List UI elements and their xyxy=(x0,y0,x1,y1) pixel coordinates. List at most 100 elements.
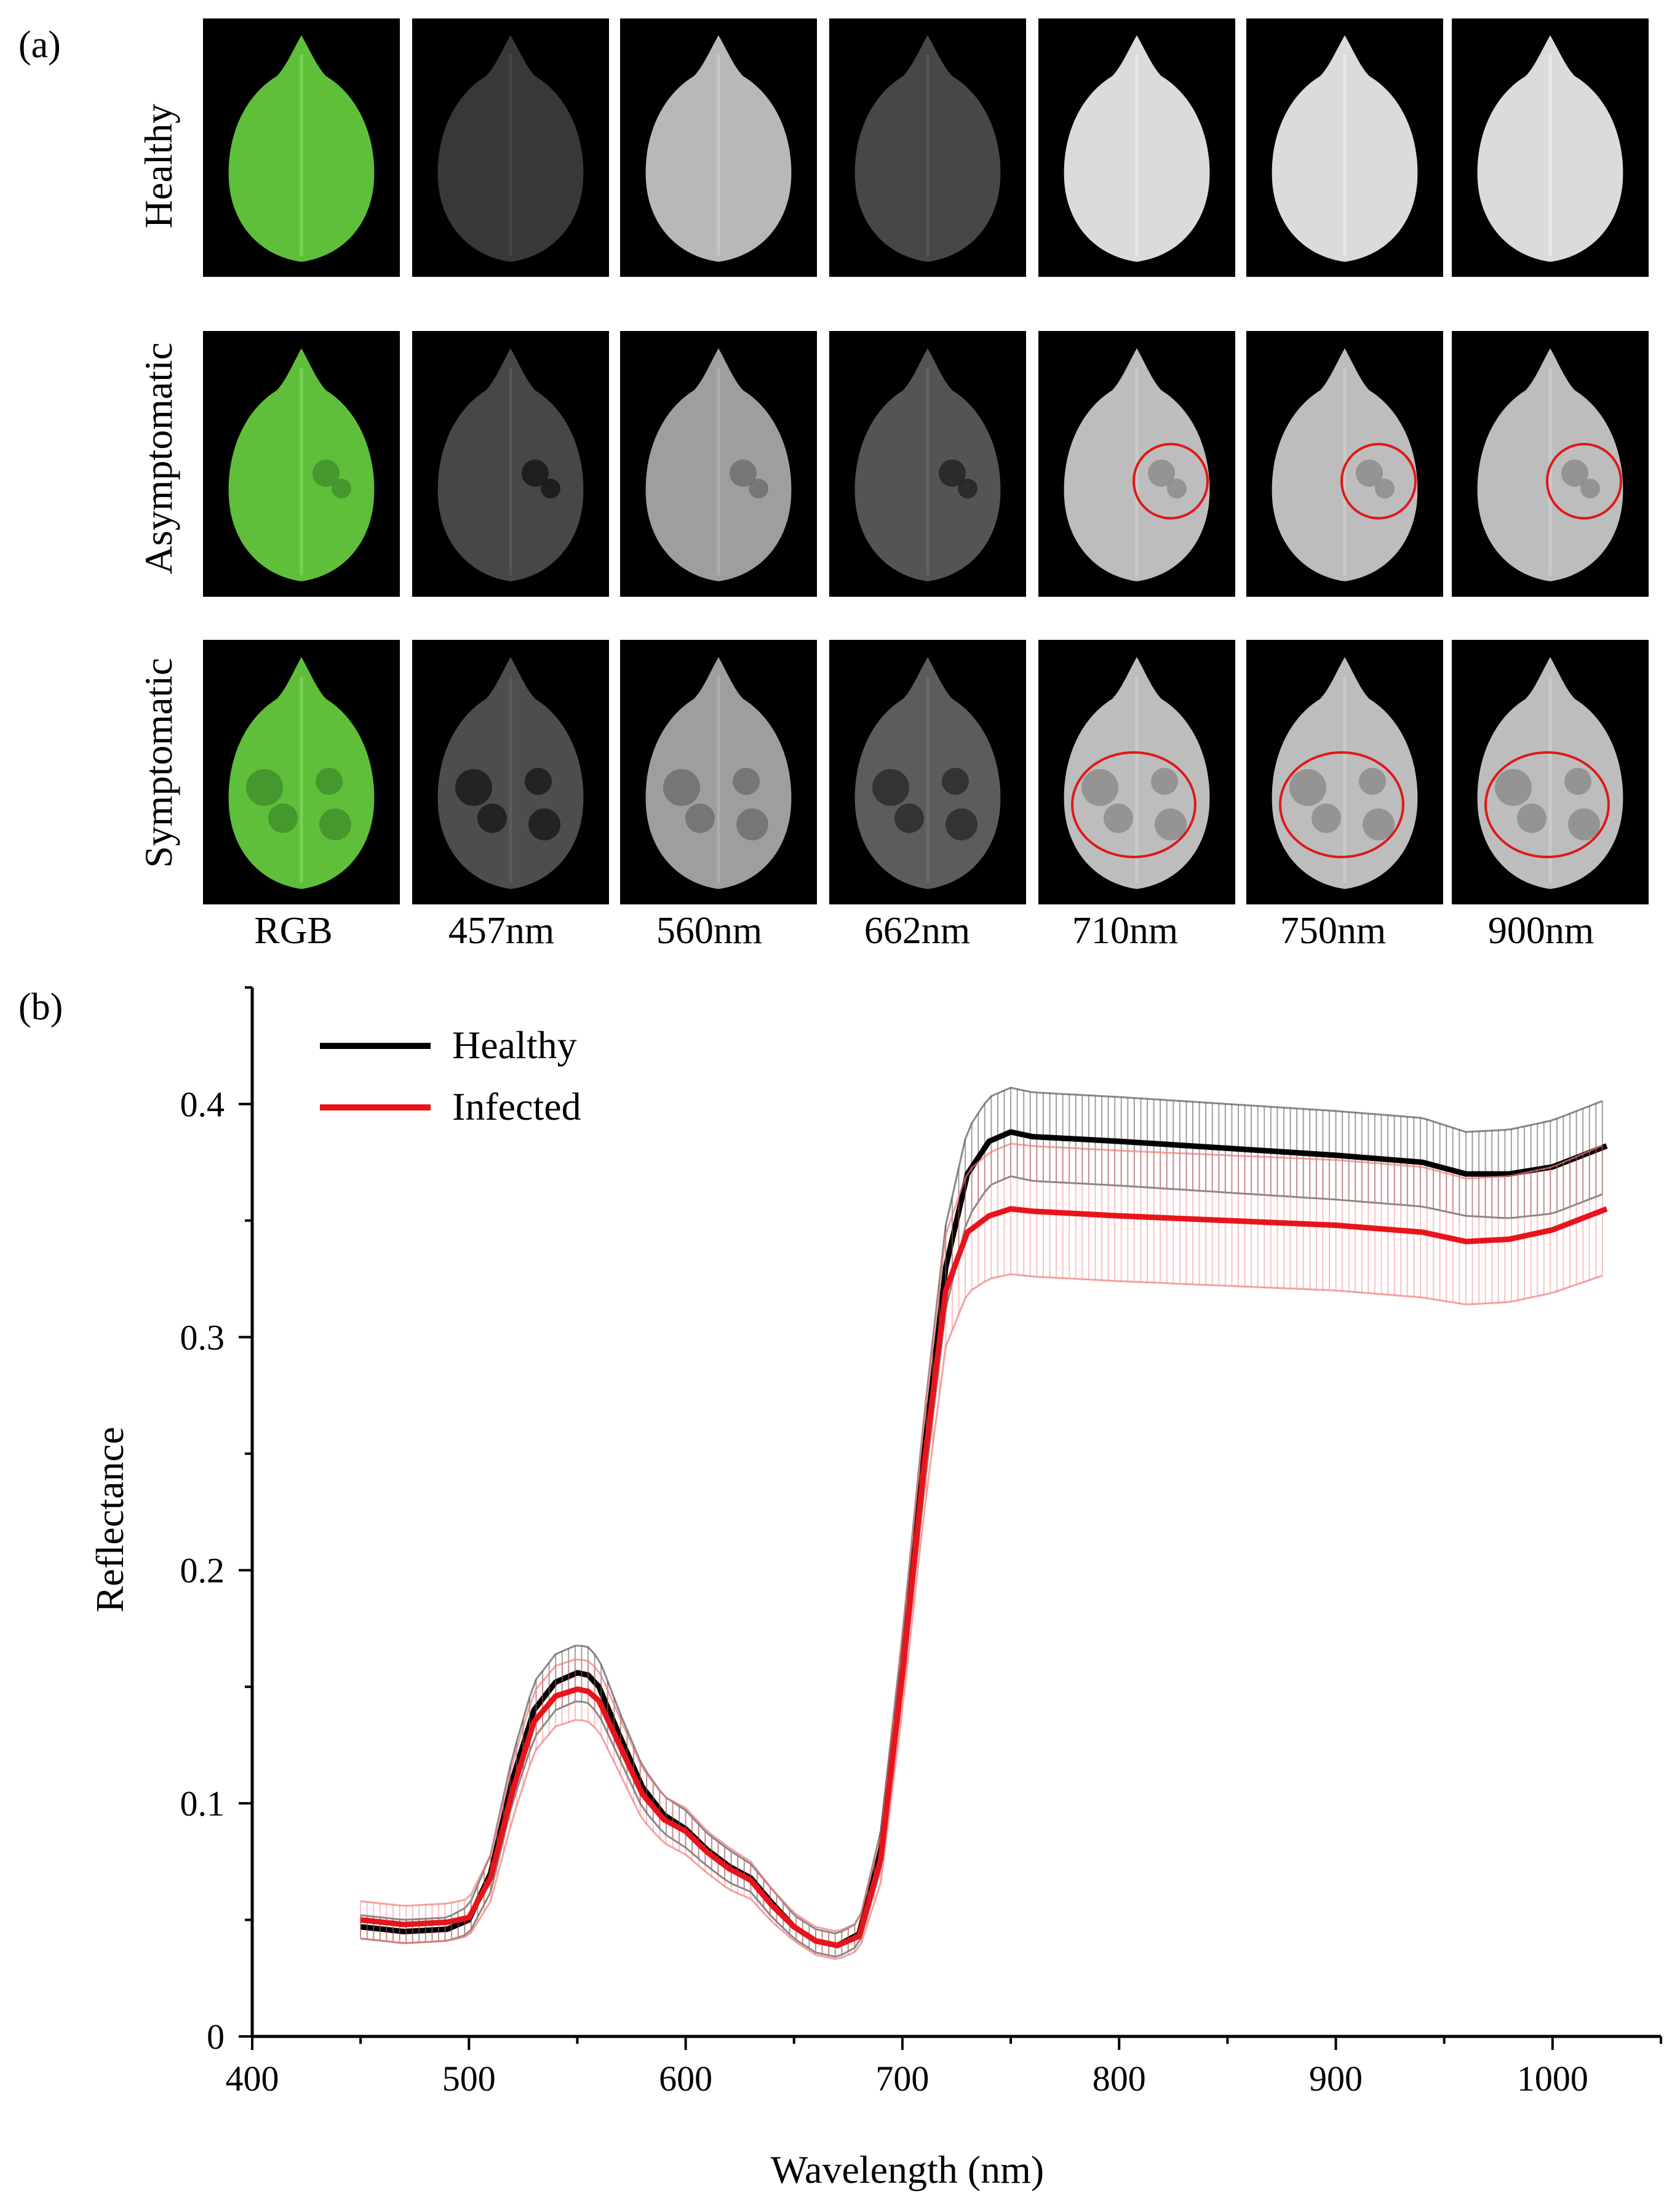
leaf-image-healthy-560nm xyxy=(620,18,817,277)
lesion-spot xyxy=(316,768,343,795)
row-label-healthy: Healthy xyxy=(137,103,180,229)
lesion-spot xyxy=(958,479,977,499)
col-label-662nm: 662nm xyxy=(864,910,971,952)
leaf-image-healthy-457nm xyxy=(412,18,609,277)
y-axis-label: Reflectance xyxy=(88,1427,132,1613)
leaf-image-healthy-900nm xyxy=(1452,18,1649,277)
leaf-image-asymptomatic-662nm xyxy=(829,331,1026,597)
leaf-image-symptomatic-560nm xyxy=(620,640,817,904)
lesion-spot xyxy=(730,459,757,487)
highlight-circle xyxy=(1071,751,1196,858)
x-tick-label: 400 xyxy=(226,2059,279,2099)
y-tick-label: 0.4 xyxy=(180,1084,225,1124)
leaf-image-symptomatic-457nm xyxy=(412,640,609,904)
lesion-spot xyxy=(1312,803,1341,833)
highlight-circle xyxy=(1340,442,1417,520)
x-axis-label: Wavelength (nm) xyxy=(771,2148,1044,2191)
leaf-image-asymptomatic-560nm xyxy=(620,331,817,597)
lesion-spot xyxy=(1289,769,1326,806)
leaf-image-healthy-750nm xyxy=(1246,18,1443,277)
lesion-spot xyxy=(313,459,340,487)
lesion-spot xyxy=(1167,479,1187,499)
lesion-spot xyxy=(477,803,507,833)
highlight-circle xyxy=(1133,442,1209,520)
lesion-spot xyxy=(872,769,909,806)
col-label-rgb: RGB xyxy=(254,910,333,952)
leaf-image-symptomatic-750nm xyxy=(1246,640,1443,904)
error-lower-envelope xyxy=(360,1175,1603,1958)
lesion-spot xyxy=(1155,808,1187,840)
row-label-asymptomatic: Asymptomatic xyxy=(137,342,180,575)
lesion-spot xyxy=(942,768,969,795)
error-lower-envelope xyxy=(360,1273,1603,1960)
lesion-spot xyxy=(1148,459,1175,487)
leaf-image-symptomatic-900nm xyxy=(1452,640,1649,904)
legend-label-healthy: Healthy xyxy=(452,1023,577,1067)
error-upper-envelope xyxy=(360,1142,1603,1932)
lesion-spot xyxy=(1363,808,1395,840)
lesion-spot xyxy=(541,479,560,499)
x-tick-label: 600 xyxy=(659,2059,712,2099)
lesion-spot xyxy=(1568,808,1600,840)
legend-label-infected: Infected xyxy=(452,1085,581,1128)
leaf-image-asymptomatic-710nm xyxy=(1038,331,1235,597)
panel-b-label: (b) xyxy=(18,986,63,1028)
leaf-image-healthy-rgb xyxy=(203,18,400,277)
highlight-circle xyxy=(1546,442,1622,520)
y-tick-label: 0.3 xyxy=(180,1317,225,1357)
lesion-spot xyxy=(1151,768,1178,795)
highlight-circle xyxy=(1279,751,1404,858)
lesion-spot xyxy=(1580,479,1600,499)
lesion-spot xyxy=(1564,768,1591,795)
col-label-750nm: 750nm xyxy=(1280,910,1387,952)
leaf-image-asymptomatic-750nm xyxy=(1246,331,1443,597)
lesion-spot xyxy=(528,808,560,840)
col-label-457nm: 457nm xyxy=(448,910,555,952)
error-upper-envelope xyxy=(360,1087,1603,1935)
lesion-spot xyxy=(945,808,977,840)
lesion-spot xyxy=(663,769,700,806)
lesion-spot xyxy=(1356,459,1383,487)
leaf-image-asymptomatic-457nm xyxy=(412,331,609,597)
lesion-spot xyxy=(685,803,715,833)
lesion-spot xyxy=(1561,459,1588,487)
row-label-symptomatic: Symptomatic xyxy=(137,658,180,868)
lesion-spot xyxy=(749,479,768,499)
leaf-image-healthy-710nm xyxy=(1038,18,1235,277)
lesion-spot xyxy=(1517,803,1547,833)
reflectance-chart: 400 500 600 700 800 900 1000 0 0.1 0.2 0.3 0.4 Wavel… xyxy=(88,986,1662,2191)
series-line-infected xyxy=(360,1206,1608,1948)
x-tick-label: 900 xyxy=(1309,2059,1363,2099)
col-label-710nm: 710nm xyxy=(1072,910,1179,952)
lesion-spot xyxy=(332,479,351,499)
x-tick-label: 1000 xyxy=(1517,2059,1588,2099)
lesion-spot xyxy=(1375,479,1395,499)
lesion-spot xyxy=(268,803,298,833)
highlight-circle xyxy=(1484,751,1610,858)
lesion-spot xyxy=(1495,769,1532,806)
lesion-spot xyxy=(733,768,760,795)
x-tick-label: 500 xyxy=(442,2059,496,2099)
col-label-560nm: 560nm xyxy=(656,910,763,952)
panel-a-label: (a) xyxy=(18,24,61,66)
lesion-spot xyxy=(525,768,552,795)
leaf-image-symptomatic-rgb xyxy=(203,640,400,904)
y-tick-label: 0 xyxy=(207,2017,225,2057)
lesion-spot xyxy=(939,459,966,487)
lesion-spot xyxy=(246,769,283,806)
lesion-spot xyxy=(319,808,351,840)
leaf-image-healthy-662nm xyxy=(829,18,1026,277)
x-tick-label: 700 xyxy=(875,2059,929,2099)
lesion-spot xyxy=(894,803,924,833)
lesion-spot xyxy=(1104,803,1133,833)
lesion-spot xyxy=(1359,768,1386,795)
y-tick-label: 0.2 xyxy=(180,1550,225,1590)
leaf-image-asymptomatic-900nm xyxy=(1452,331,1649,597)
x-tick-label: 800 xyxy=(1093,2059,1146,2099)
lesion-spot xyxy=(455,769,492,806)
lesion-spot xyxy=(736,808,768,840)
leaf-image-symptomatic-710nm xyxy=(1038,640,1235,904)
col-label-900nm: 900nm xyxy=(1487,910,1594,952)
series-infected xyxy=(360,1142,1608,1960)
lesion-spot xyxy=(522,459,549,487)
